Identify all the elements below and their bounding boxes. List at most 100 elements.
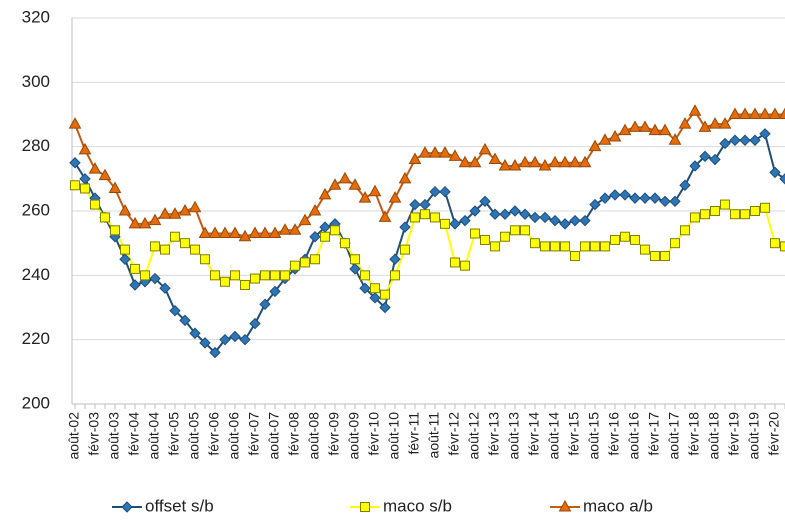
point [449,218,461,230]
point [199,337,211,349]
point [538,158,552,171]
x-tick-label: août-09 [346,412,362,460]
y-tick-label: 220 [22,329,50,348]
y-tick-label: 300 [22,72,50,91]
point [268,226,282,239]
point [79,173,91,185]
point [608,129,622,142]
y-tick-label: 280 [22,136,50,155]
x-tick-label: août-15 [586,412,602,460]
point [460,260,470,271]
point [408,152,422,165]
point [740,209,750,220]
point [270,270,280,281]
point [458,155,472,168]
point [469,205,481,217]
point [149,272,161,285]
point [288,223,302,235]
point [559,218,571,230]
point [128,216,142,229]
point [448,149,462,161]
point [328,178,342,190]
point [459,214,471,227]
point [88,162,102,174]
point [479,195,491,208]
point [228,226,242,239]
point [718,117,732,129]
point [729,134,741,146]
x-tick-label: févr-09 [326,412,342,456]
point [669,195,681,208]
point [138,216,152,229]
point [588,139,602,152]
point [539,211,551,224]
point [178,203,192,216]
x-tick-label: févr-12 [446,412,462,456]
point [158,207,172,219]
point [400,244,410,255]
point [200,254,210,265]
point [309,231,321,243]
point [450,257,460,268]
point [749,134,761,146]
point [198,226,212,239]
x-tick-label: févr-17 [646,412,662,456]
point [410,212,420,223]
point [218,226,232,239]
point [370,283,380,294]
point [510,225,520,236]
point [220,276,230,287]
point [759,128,771,140]
x-tick-label: févr-03 [86,412,102,456]
point [630,234,640,245]
x-tick-label: févr-19 [726,412,742,456]
point [290,260,300,271]
point [190,244,200,255]
point [758,107,772,119]
point [248,226,262,239]
point [529,211,541,224]
point [159,282,171,294]
point [518,155,532,168]
point [298,213,312,226]
point [560,241,570,252]
legend-marker [558,499,572,512]
point [548,155,562,168]
point [690,212,700,223]
point [90,199,100,210]
point [80,183,90,194]
point [439,185,451,198]
point [238,229,252,242]
point [369,292,381,304]
point [590,241,600,252]
point [110,225,120,236]
legend-label: maco a/b [583,496,653,515]
point [409,198,421,211]
point [300,257,310,268]
point [649,192,661,204]
point [720,199,730,210]
point [388,191,402,203]
point [399,221,411,233]
y-tick-label: 320 [22,7,50,26]
point [209,346,221,359]
point [310,254,320,265]
point [768,107,782,119]
point [179,314,191,327]
point [150,241,160,252]
point [350,254,360,265]
point [488,152,502,165]
point [520,225,530,236]
point [670,238,680,249]
point [658,123,672,136]
point [349,263,361,275]
point [239,333,251,346]
point [490,241,500,252]
point [379,301,391,314]
point [428,146,442,158]
point [609,189,621,201]
x-tick-label: févr-16 [606,412,622,456]
x-tick-label: août-12 [466,412,482,460]
point [210,270,220,281]
